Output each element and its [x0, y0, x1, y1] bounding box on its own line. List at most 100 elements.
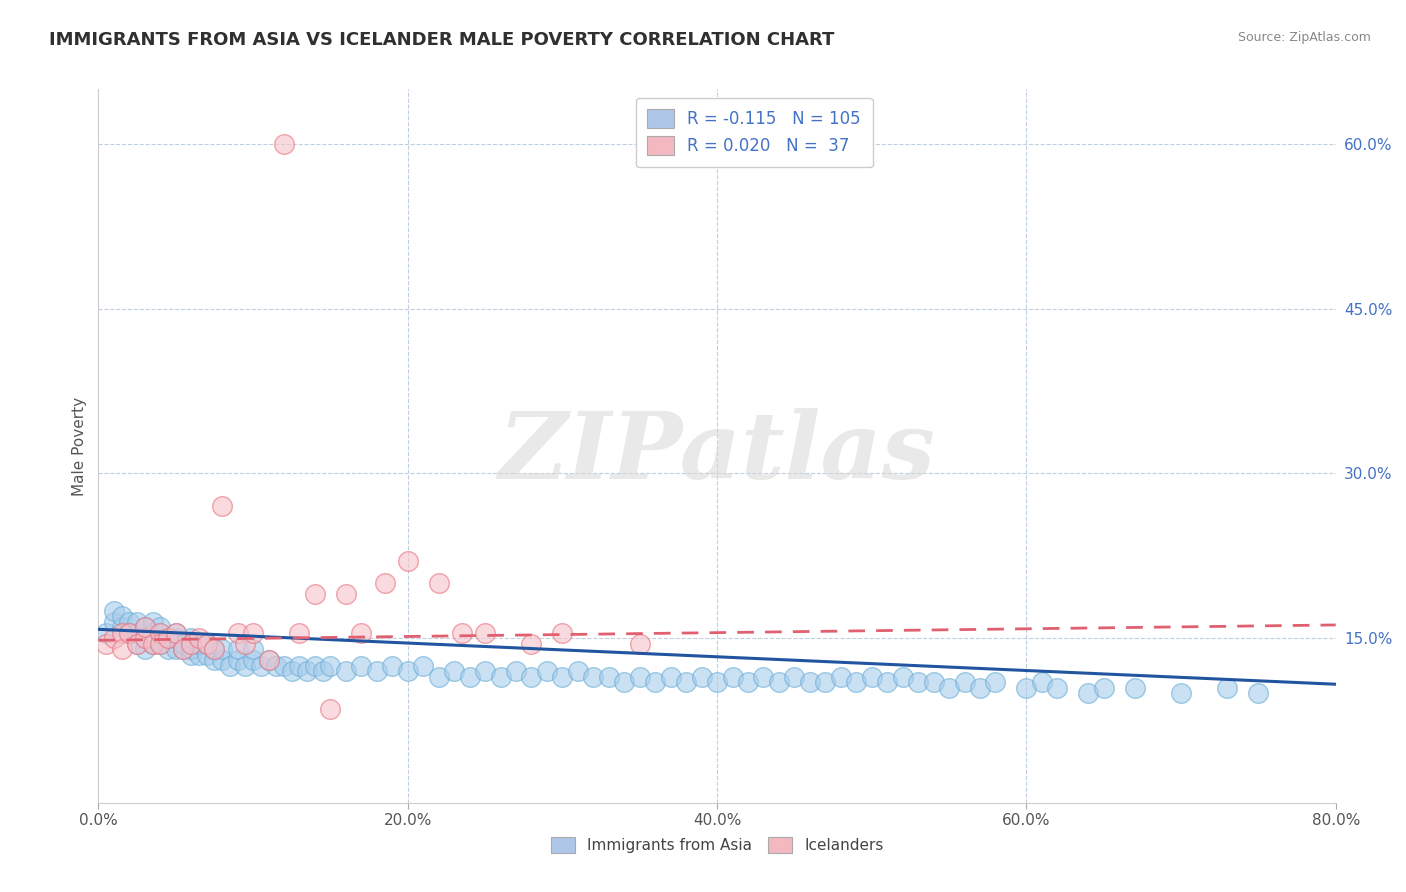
- Point: [149, 620, 172, 634]
- Point: [613, 675, 636, 690]
- Point: [312, 664, 335, 678]
- Point: [235, 637, 257, 651]
- Point: [396, 664, 419, 678]
- Point: [157, 631, 180, 645]
- Point: [814, 675, 837, 690]
- Point: [628, 669, 651, 683]
- Point: [304, 587, 326, 601]
- Point: [165, 625, 187, 640]
- Point: [96, 625, 118, 640]
- Point: [953, 675, 976, 690]
- Point: [173, 637, 195, 651]
- Point: [381, 658, 404, 673]
- Point: [266, 658, 288, 673]
- Point: [412, 658, 434, 673]
- Point: [297, 664, 319, 678]
- Point: [134, 620, 156, 634]
- Point: [273, 658, 295, 673]
- Point: [474, 664, 496, 678]
- Point: [644, 675, 666, 690]
- Point: [374, 576, 396, 591]
- Point: [134, 631, 156, 645]
- Point: [188, 637, 211, 651]
- Point: [659, 669, 682, 683]
- Point: [520, 669, 543, 683]
- Point: [165, 642, 187, 657]
- Point: [180, 642, 202, 657]
- Point: [1031, 675, 1053, 690]
- Point: [1247, 686, 1270, 700]
- Point: [281, 664, 304, 678]
- Point: [242, 642, 264, 657]
- Point: [721, 669, 744, 683]
- Point: [427, 576, 450, 591]
- Point: [783, 669, 806, 683]
- Point: [195, 648, 218, 662]
- Point: [551, 625, 574, 640]
- Point: [157, 631, 180, 645]
- Point: [567, 664, 589, 678]
- Point: [1092, 681, 1115, 695]
- Point: [938, 681, 960, 695]
- Point: [165, 625, 187, 640]
- Point: [142, 625, 165, 640]
- Point: [111, 620, 134, 634]
- Point: [165, 631, 187, 645]
- Point: [127, 637, 149, 651]
- Point: [288, 625, 311, 640]
- Point: [396, 554, 419, 568]
- Point: [250, 658, 273, 673]
- Point: [304, 658, 326, 673]
- Text: Source: ZipAtlas.com: Source: ZipAtlas.com: [1237, 31, 1371, 45]
- Point: [173, 642, 195, 657]
- Point: [204, 642, 226, 657]
- Point: [799, 675, 821, 690]
- Point: [149, 637, 172, 651]
- Point: [127, 637, 149, 651]
- Point: [111, 625, 134, 640]
- Point: [111, 642, 134, 657]
- Point: [335, 664, 357, 678]
- Point: [180, 648, 202, 662]
- Y-axis label: Male Poverty: Male Poverty: [72, 396, 87, 496]
- Point: [226, 653, 249, 667]
- Point: [628, 637, 651, 651]
- Point: [319, 658, 342, 673]
- Point: [984, 675, 1007, 690]
- Point: [211, 500, 233, 514]
- Text: ZIPatlas: ZIPatlas: [499, 409, 935, 498]
- Text: IMMIGRANTS FROM ASIA VS ICELANDER MALE POVERTY CORRELATION CHART: IMMIGRANTS FROM ASIA VS ICELANDER MALE P…: [49, 31, 835, 49]
- Point: [830, 669, 852, 683]
- Point: [273, 137, 295, 152]
- Point: [142, 637, 165, 651]
- Point: [149, 637, 172, 651]
- Point: [235, 658, 257, 673]
- Point: [582, 669, 605, 683]
- Point: [195, 637, 218, 651]
- Point: [103, 604, 125, 618]
- Legend: Immigrants from Asia, Icelanders: Immigrants from Asia, Icelanders: [544, 831, 890, 859]
- Point: [188, 648, 211, 662]
- Point: [876, 675, 898, 690]
- Point: [598, 669, 620, 683]
- Point: [427, 669, 450, 683]
- Point: [188, 631, 211, 645]
- Point: [520, 637, 543, 651]
- Point: [173, 642, 195, 657]
- Point: [489, 669, 512, 683]
- Point: [474, 625, 496, 640]
- Point: [1123, 681, 1146, 695]
- Point: [103, 615, 125, 629]
- Point: [157, 642, 180, 657]
- Point: [226, 625, 249, 640]
- Point: [111, 609, 134, 624]
- Point: [1170, 686, 1192, 700]
- Point: [891, 669, 914, 683]
- Point: [737, 675, 759, 690]
- Point: [443, 664, 465, 678]
- Point: [1046, 681, 1069, 695]
- Point: [505, 664, 527, 678]
- Point: [675, 675, 697, 690]
- Point: [96, 637, 118, 651]
- Point: [1015, 681, 1038, 695]
